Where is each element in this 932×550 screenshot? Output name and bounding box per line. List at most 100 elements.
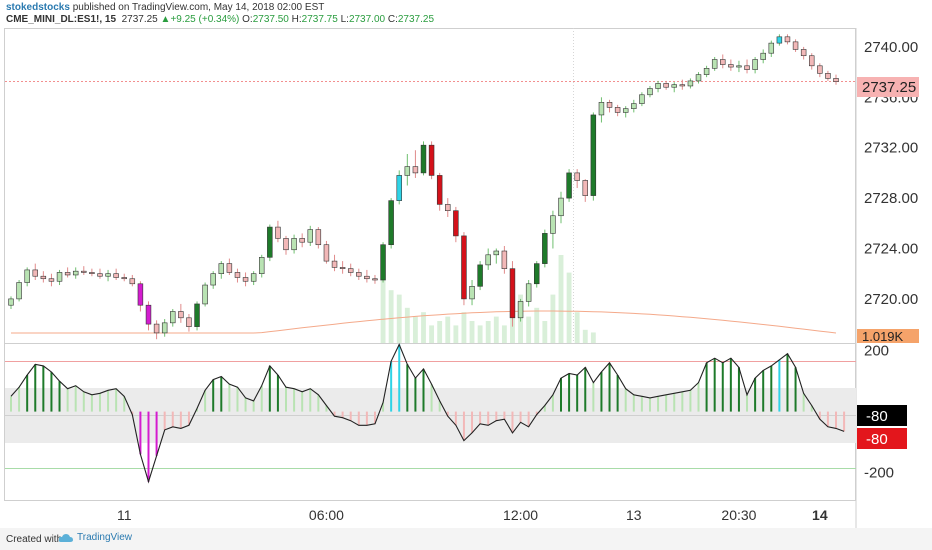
candle-body xyxy=(275,226,281,239)
candle-body xyxy=(703,68,710,75)
candle-body xyxy=(477,264,483,287)
candle-body xyxy=(534,263,540,285)
volume-bar xyxy=(582,329,588,343)
candle-body xyxy=(501,250,508,269)
candle-body xyxy=(809,55,815,67)
candle-body xyxy=(711,59,718,69)
candle-body xyxy=(396,175,402,201)
candle-body xyxy=(631,103,637,109)
time-axis[interactable]: 11 06:00 12:00 13 20:30 14 xyxy=(117,507,828,523)
author-link[interactable]: stokedstocks xyxy=(6,2,70,13)
candle-body xyxy=(202,284,208,305)
tradingview-brand: TradingView xyxy=(77,532,133,543)
volume-bar xyxy=(493,316,499,343)
close-label: C: xyxy=(387,14,398,25)
volume-bar xyxy=(404,307,410,343)
oscillator-histogram xyxy=(10,344,846,482)
volume-bar xyxy=(445,316,451,343)
oscillator-axis[interactable]: 200 -200 xyxy=(864,343,894,482)
chart-canvas[interactable]: 2740.002736.002732.002728.002724.002720.… xyxy=(0,0,932,528)
volume-bar xyxy=(461,312,467,343)
candle-body xyxy=(64,272,71,276)
candle-body xyxy=(833,78,839,82)
candle-body xyxy=(461,235,467,300)
candle-body xyxy=(679,84,686,87)
volume-bar xyxy=(412,316,418,343)
change-arrow-icon: ▲ xyxy=(160,14,171,25)
candle-body xyxy=(404,166,411,176)
candle-body xyxy=(40,275,47,280)
candle-body xyxy=(186,317,192,327)
candlesticks xyxy=(8,34,839,340)
candle-body xyxy=(299,238,305,243)
candle-body xyxy=(736,65,742,68)
high-value: 2737.75 xyxy=(301,14,338,25)
candle-body xyxy=(372,278,378,281)
volume-bar xyxy=(485,321,491,343)
candle-body xyxy=(436,175,443,205)
current-price-badge xyxy=(857,77,919,97)
candle-body xyxy=(153,323,160,334)
candle-body xyxy=(598,102,605,116)
symbol-name[interactable]: CME_MINI_DL:ES1!, 15 xyxy=(6,14,117,25)
price-tick-label: 2728.00 xyxy=(864,190,918,207)
candle-body xyxy=(728,64,734,68)
volume-bar xyxy=(558,255,564,343)
candle-body xyxy=(178,311,184,319)
osc-tick-label: -200 xyxy=(864,465,894,482)
candle-body xyxy=(210,273,216,286)
volume-bar xyxy=(380,263,386,343)
candle-body xyxy=(121,277,127,280)
price-tick-label: 2724.00 xyxy=(864,241,918,258)
tradingview-logo[interactable]: TradingView xyxy=(58,532,132,543)
volume-bar xyxy=(477,325,483,343)
candle-body xyxy=(267,226,273,258)
volume-bar xyxy=(526,316,532,343)
symbol-legend: CME_MINI_DL:ES1!, 15 2737.25 ▲+9.25 (+0.… xyxy=(6,14,434,25)
volume-ma-line xyxy=(11,310,837,334)
candle-body xyxy=(509,268,516,319)
publish-info: stokedstocks published on TradingView.co… xyxy=(6,2,324,13)
candle-body xyxy=(517,301,524,319)
candle-body xyxy=(226,263,233,273)
candle-body xyxy=(817,65,823,74)
volume-bar xyxy=(542,321,548,343)
volume-bar xyxy=(590,332,596,343)
cloud-icon xyxy=(58,533,73,542)
osc-tick-label: 200 xyxy=(864,343,889,360)
candle-body xyxy=(339,267,346,269)
candle-body xyxy=(105,273,111,277)
open-value: 2737.50 xyxy=(252,14,289,25)
candle-body xyxy=(800,49,807,57)
osc-badge-black xyxy=(857,405,907,426)
candle-body xyxy=(542,233,548,264)
candle-body xyxy=(825,73,831,79)
volume-bar xyxy=(574,312,580,343)
volume-bar xyxy=(534,307,540,343)
time-tick-label: 06:00 xyxy=(309,507,344,523)
candle-body xyxy=(768,42,775,54)
candle-body xyxy=(89,272,95,275)
volume-bar xyxy=(550,294,556,343)
volume-badge xyxy=(857,329,919,343)
current-price-label: 2737.25 xyxy=(862,79,916,96)
candle-body xyxy=(356,272,362,277)
candle-body xyxy=(145,304,152,325)
candle-body xyxy=(525,283,532,302)
candle-body xyxy=(792,41,799,50)
candle-body xyxy=(170,311,176,324)
open-label: O: xyxy=(242,14,253,25)
candle-body xyxy=(469,285,475,300)
candle-body xyxy=(48,278,55,282)
price-axis[interactable]: 2740.002736.002732.002728.002724.002720.… xyxy=(864,39,918,308)
candle-body xyxy=(113,273,119,278)
volume-bar xyxy=(429,325,435,343)
volume-bar xyxy=(437,321,443,343)
volume-bar xyxy=(469,321,475,343)
candle-body xyxy=(194,303,200,327)
candle-body xyxy=(445,204,451,211)
candle-body xyxy=(380,244,386,281)
candle-body xyxy=(56,272,63,282)
candle-body xyxy=(647,88,653,96)
candle-body xyxy=(161,322,168,334)
